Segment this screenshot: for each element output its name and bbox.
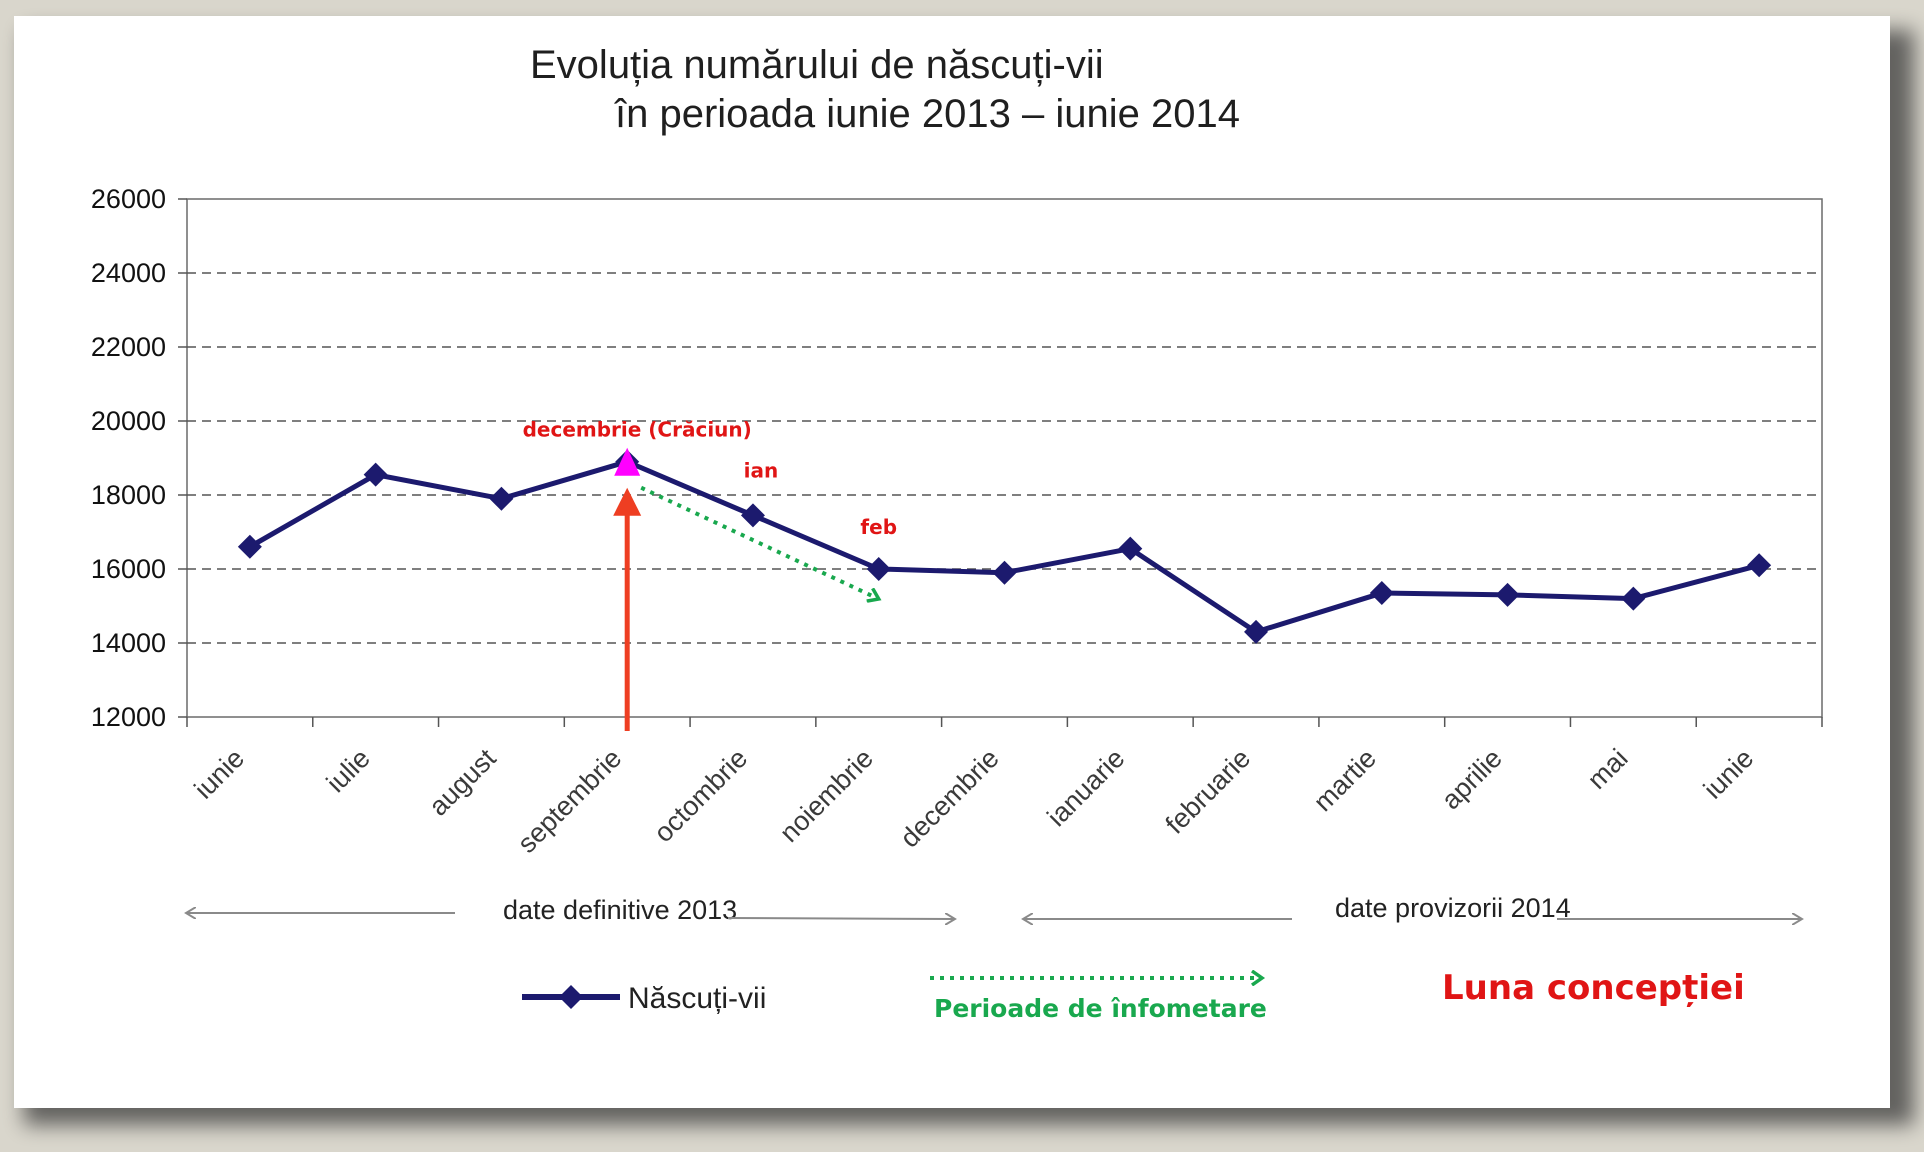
- data-point: [740, 503, 765, 528]
- y-tick-label: 20000: [91, 406, 166, 436]
- x-tick-label: iulie: [321, 743, 376, 798]
- period-provisional: date provizorii 2014: [1023, 893, 1802, 923]
- x-tick-label: februarie: [1160, 743, 1257, 840]
- legend: Născuți-vii: [522, 982, 766, 1015]
- legend-marker: [559, 985, 583, 1009]
- data-point: [1244, 619, 1269, 644]
- data-point: [1747, 553, 1772, 578]
- conception-arrow-head: [613, 487, 642, 516]
- y-tick-label: 18000: [91, 480, 166, 510]
- data-point: [992, 560, 1017, 585]
- x-tick-label: septembrie: [512, 743, 628, 859]
- y-tick-label: 14000: [91, 628, 166, 658]
- plot-area: [186, 198, 1823, 718]
- christmas-label: decembrie (Crăciun): [523, 418, 752, 442]
- y-tick-label: 24000: [91, 258, 166, 288]
- y-tick-label: 12000: [91, 702, 166, 732]
- data-point: [237, 534, 262, 559]
- period-definitive-right-arrow: [727, 918, 955, 919]
- y-tick-label: 26000: [91, 184, 166, 214]
- famine-arrow: [640, 485, 879, 599]
- x-tick-label: decembrie: [894, 743, 1004, 853]
- x-tick-label: octombrie: [648, 743, 753, 848]
- grid-lines: [187, 272, 1822, 644]
- data-point: [866, 557, 891, 581]
- highlight-triangle: [614, 447, 641, 476]
- legend-label: Născuți-vii: [628, 982, 766, 1015]
- x-tick-label: noiembrie: [774, 743, 879, 848]
- x-tick-label: ianuarie: [1041, 743, 1130, 832]
- period-provisional-label: date provizorii 2014: [1335, 893, 1571, 923]
- data-point: [489, 486, 514, 511]
- jan-label: ian: [744, 458, 779, 482]
- x-tick-label: mai: [1582, 743, 1634, 795]
- data-point: [1495, 582, 1520, 607]
- annotations: decembrie (Crăciun) ian feb: [523, 418, 897, 731]
- data-point: [1118, 536, 1143, 561]
- x-tick-label: august: [423, 743, 502, 822]
- y-tick-label: 16000: [91, 554, 166, 584]
- x-tick-label: iunie: [1698, 743, 1760, 805]
- data-point: [363, 462, 388, 487]
- x-tick-label: iunie: [189, 743, 251, 805]
- y-tick-label: 22000: [91, 332, 166, 362]
- data-point: [1369, 581, 1394, 606]
- chart-title-line2: în perioada iunie 2013 – iunie 2014: [614, 92, 1240, 136]
- legend-famine: Perioade de înfometare: [930, 978, 1267, 1023]
- x-axis: iunie iulie august septembrie octombrie noiem…: [186, 717, 1823, 859]
- y-axis: 12000 14000 16000 18000 20000 22000 24000 26000: [91, 184, 187, 732]
- data-point: [1621, 586, 1646, 611]
- chart-title-line1: Evoluția numărului de născuți-vii: [530, 43, 1104, 87]
- feb-label: feb: [860, 515, 897, 539]
- x-tick-label: aprilie: [1436, 743, 1508, 815]
- legend-famine-label: Perioade de înfometare: [934, 994, 1267, 1023]
- x-tick-label: martie: [1308, 743, 1382, 817]
- period-definitive: date definitive 2013: [186, 895, 955, 925]
- period-definitive-label: date definitive 2013: [503, 895, 737, 925]
- legend-conception-label: Luna concepției: [1442, 968, 1745, 1008]
